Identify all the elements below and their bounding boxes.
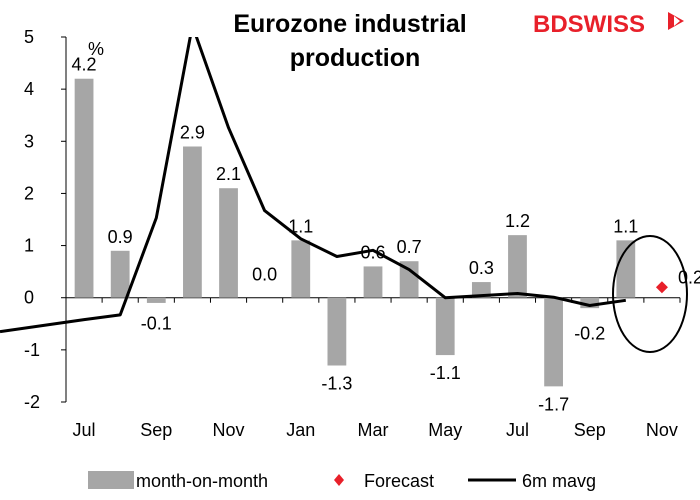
forecast-highlight-circle (612, 235, 688, 353)
bar-series (74, 78, 636, 387)
bar (327, 297, 347, 366)
x-tick-label: Jul (73, 420, 96, 440)
legend: month-on-month Forecast 6m mavg (88, 471, 596, 491)
x-tick-label: Mar (358, 420, 389, 440)
x-tick-label: Jan (286, 420, 315, 440)
mavg-line (0, 37, 627, 334)
bar (183, 146, 202, 298)
legend-label-forecast: Forecast (364, 471, 434, 491)
bar (110, 250, 130, 298)
y-tick-label: 0 (24, 288, 34, 308)
bar (544, 297, 563, 387)
x-tick-label: Nov (646, 420, 678, 440)
bar (616, 240, 636, 298)
legend-swatch-bar (88, 471, 134, 489)
bar (291, 240, 311, 298)
y-tick-label: 1 (24, 236, 34, 256)
bar-data-label: -1.7 (538, 394, 569, 414)
bar-data-label: 0.3 (469, 258, 494, 278)
logo-arrow-icon (668, 12, 684, 30)
chart-title: Eurozone industrial production (233, 10, 466, 72)
x-tick-label: Nov (213, 420, 245, 440)
bar (508, 235, 527, 298)
chart-title-line-1: Eurozone industrial (233, 10, 466, 38)
x-tick-label: Sep (140, 420, 172, 440)
mavg-line-series (0, 37, 627, 334)
svg-text:BDSWISS: BDSWISS (533, 11, 645, 38)
legend-label-6m-mavg: 6m mavg (522, 471, 596, 491)
bar (146, 297, 166, 303)
bdswiss-logo: BDSWISS (533, 11, 684, 38)
y-tick-label: 5 (24, 27, 34, 47)
bar-data-label: 0.7 (397, 237, 422, 257)
bar-data-label: -1.3 (321, 374, 352, 394)
bar-data-label: -0.2 (574, 324, 605, 344)
chart-title-line-2: production (290, 44, 421, 72)
bar (399, 261, 419, 298)
y-tick-label: -2 (24, 392, 40, 412)
unit-label: % (88, 39, 104, 59)
bar (580, 297, 600, 309)
bar-data-label: 4.2 (72, 55, 97, 75)
legend-label-month-on-month: month-on-month (136, 471, 268, 491)
bar-data-label: 0.9 (108, 227, 133, 247)
x-tick-label: Jul (506, 420, 529, 440)
forecast-data-label: 0.2 (678, 267, 700, 287)
bar (363, 266, 383, 298)
bar (435, 297, 455, 356)
y-tick-label: 3 (24, 131, 34, 151)
bar-data-label: 0.0 (252, 265, 277, 285)
x-tick-label: May (428, 420, 462, 440)
bar-data-label: 2.1 (216, 164, 241, 184)
x-axis: Jul Sep Nov Jan Mar May Jul Sep Nov (65, 297, 681, 440)
legend-swatch-forecast (334, 474, 344, 486)
bar-data-label: -1.1 (430, 363, 461, 383)
forecast-series: 0.2 (655, 267, 700, 294)
logo-text-swiss: SWISS (568, 11, 645, 38)
bar-data-label: -0.1 (141, 314, 172, 334)
forecast-marker (655, 281, 668, 294)
bar-data-label: 1.1 (288, 216, 313, 236)
bar-data-label: 1.2 (505, 211, 530, 231)
y-tick-label: 4 (24, 79, 34, 99)
y-tick-label: -1 (24, 340, 40, 360)
bar-data-label: 1.1 (613, 216, 638, 236)
bar-data-label: 0.6 (360, 242, 385, 262)
bar-labels: 4.2 0.9 -0.1 2.9 2.1 0.0 1.1 -1.3 0.6 0.7 -1.1 0.3 1… (72, 55, 639, 415)
x-tick-label: Sep (574, 420, 606, 440)
y-axis: -2 -1 0 1 2 3 4 5 (24, 27, 67, 412)
bar-data-label: 2.9 (180, 123, 205, 143)
bar (74, 78, 94, 298)
logo-text-bd: BD (533, 11, 568, 38)
y-tick-label: 2 (24, 183, 34, 203)
bar (219, 188, 238, 298)
bar (471, 282, 491, 298)
